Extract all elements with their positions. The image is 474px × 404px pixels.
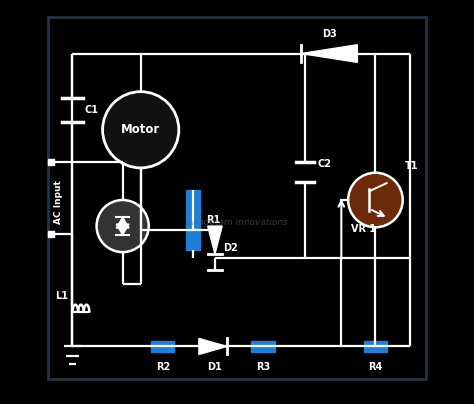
Circle shape	[102, 92, 179, 168]
Text: D2: D2	[223, 243, 237, 253]
Text: T1: T1	[405, 161, 418, 171]
Bar	[47, 159, 54, 165]
Bar	[251, 341, 275, 352]
Text: swagatam innovations: swagatam innovations	[186, 218, 288, 227]
Text: R4: R4	[368, 362, 383, 372]
Text: L1: L1	[55, 291, 68, 301]
Polygon shape	[301, 45, 357, 62]
Text: R2: R2	[155, 362, 170, 372]
Text: R3: R3	[256, 362, 270, 372]
Circle shape	[97, 200, 149, 252]
Circle shape	[348, 173, 403, 227]
Polygon shape	[116, 224, 129, 235]
Polygon shape	[199, 339, 227, 354]
Bar	[186, 190, 200, 250]
Bar	[364, 341, 387, 352]
Bar	[47, 231, 54, 237]
Polygon shape	[116, 217, 129, 228]
Text: C2: C2	[317, 159, 331, 169]
Text: D1: D1	[208, 362, 222, 372]
Text: AC Input: AC Input	[54, 180, 63, 224]
Text: R1: R1	[206, 215, 220, 225]
Text: Motor: Motor	[121, 123, 160, 136]
Text: C1: C1	[84, 105, 99, 115]
Text: VR 1: VR 1	[351, 224, 376, 234]
Bar	[151, 341, 174, 352]
Polygon shape	[208, 226, 222, 254]
Text: D3: D3	[322, 29, 337, 40]
